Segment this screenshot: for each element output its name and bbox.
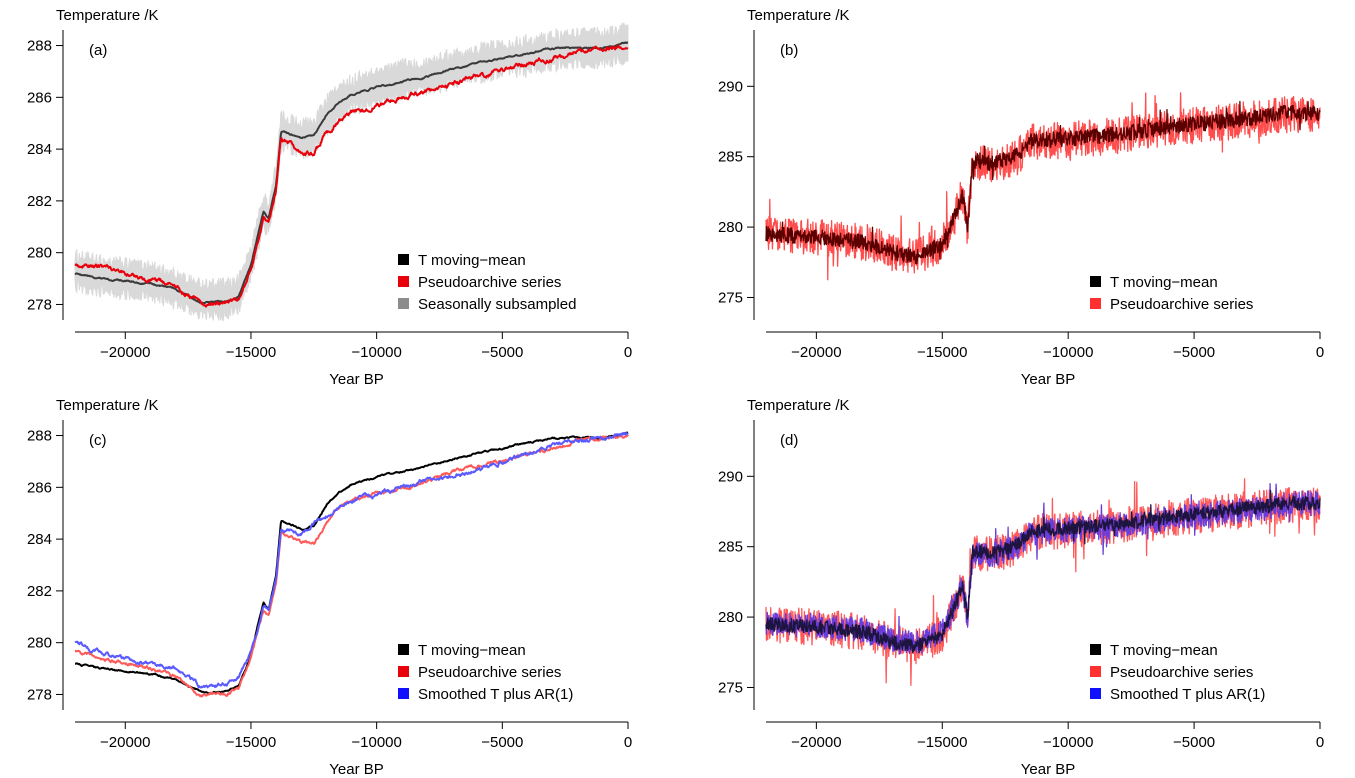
legend-label: T moving−mean <box>1110 642 1218 659</box>
y-tick-label: 288 <box>27 428 52 445</box>
legend-label: Seasonally subsampled <box>418 296 576 313</box>
y-axis-title: Temperature /K <box>56 397 159 414</box>
y-tick-label: 286 <box>27 89 52 106</box>
legend-swatch <box>1090 298 1101 309</box>
legend: T moving−mean Pseudoarchive series Smoothe… <box>1090 642 1265 703</box>
panel-label: (b) <box>780 42 798 59</box>
y-tick-label: 284 <box>27 531 52 548</box>
legend-label: Pseudoarchive series <box>1110 664 1253 681</box>
x-tick-label: 0 <box>624 734 632 751</box>
x-tick-label: −5000 <box>481 344 523 361</box>
y-tick-label: 278 <box>27 686 52 703</box>
series-3 <box>74 431 629 689</box>
series-line <box>74 431 629 689</box>
y-tick-label: 290 <box>718 468 743 485</box>
x-tick-label: 0 <box>624 344 632 361</box>
y-tick-label: 280 <box>718 609 743 626</box>
y-tick-label: 275 <box>718 289 743 306</box>
x-axis-title: Year BP <box>1021 371 1076 388</box>
x-tick-label: −10000 <box>351 734 401 751</box>
x-axis-title: Year BP <box>329 761 384 778</box>
x-tick-label: −20000 <box>100 344 150 361</box>
legend-swatch <box>1090 276 1101 287</box>
series-2 <box>74 41 629 305</box>
series-line <box>765 100 1321 265</box>
legend-swatch <box>398 688 409 699</box>
x-tick-label: −5000 <box>1173 344 1215 361</box>
series-2 <box>74 434 629 698</box>
legend-swatch <box>398 666 409 677</box>
legend-label: Pseudoarchive series <box>418 664 561 681</box>
x-tick-label: −5000 <box>1173 734 1215 751</box>
y-tick-label: 282 <box>27 583 52 600</box>
legend-label: T moving−mean <box>418 252 526 269</box>
x-tick-label: −10000 <box>351 344 401 361</box>
x-tick-label: −15000 <box>226 344 276 361</box>
y-tick-label: 285 <box>718 149 743 166</box>
legend-swatch <box>398 276 409 287</box>
x-axis-title: Year BP <box>1021 761 1076 778</box>
x-tick-label: −15000 <box>917 734 967 751</box>
x-tick-label: −20000 <box>791 734 841 751</box>
series-2 <box>765 100 1321 265</box>
y-tick-label: 282 <box>27 193 52 210</box>
y-tick-label: 280 <box>27 245 52 262</box>
legend-label: Pseudoarchive series <box>1110 296 1253 313</box>
legend-label: T moving−mean <box>418 642 526 659</box>
x-tick-label: −5000 <box>481 734 523 751</box>
x-tick-label: −20000 <box>100 734 150 751</box>
series-line <box>74 434 629 698</box>
y-tick-label: 280 <box>27 635 52 652</box>
legend-swatch <box>398 298 409 309</box>
y-axis-title: Temperature /K <box>747 7 850 24</box>
y-tick-label: 275 <box>718 679 743 696</box>
chart-panel-3: Temperature /K (c) −20000 −15000 −10000 −5000… <box>27 397 632 778</box>
legend-swatch <box>398 254 409 265</box>
y-tick-label: 280 <box>718 219 743 236</box>
legend-label: Smoothed T plus AR(1) <box>418 686 573 703</box>
legend-swatch <box>1090 688 1101 699</box>
series-3 <box>765 489 1321 654</box>
legend-label: T moving−mean <box>1110 274 1218 291</box>
panel-label: (c) <box>89 432 107 449</box>
series-3 <box>74 44 629 308</box>
legend-swatch <box>1090 666 1101 677</box>
x-tick-label: −15000 <box>917 344 967 361</box>
legend-swatch <box>1090 644 1101 655</box>
series-1 <box>74 431 629 695</box>
panel-label: (a) <box>89 42 107 59</box>
series-line <box>74 41 629 305</box>
legend-label: Pseudoarchive series <box>418 274 561 291</box>
y-tick-label: 285 <box>718 539 743 556</box>
x-tick-label: 0 <box>1316 734 1324 751</box>
y-tick-label: 290 <box>718 78 743 95</box>
chart-panel-2: Temperature /K (b) −20000 −15000 −10000 −5000… <box>718 7 1324 388</box>
legend: T moving−mean Pseudoarchive series Seasona… <box>398 252 576 313</box>
legend-swatch <box>398 644 409 655</box>
series-line <box>765 489 1321 654</box>
y-tick-label: 284 <box>27 141 52 158</box>
legend: T moving−mean Pseudoarchive series <box>1090 274 1253 313</box>
series-line <box>74 44 629 308</box>
x-tick-label: −20000 <box>791 344 841 361</box>
x-tick-label: −10000 <box>1043 734 1093 751</box>
y-tick-label: 286 <box>27 479 52 496</box>
x-tick-label: −10000 <box>1043 344 1093 361</box>
y-axis-title: Temperature /K <box>747 397 850 414</box>
y-axis-title: Temperature /K <box>56 7 159 24</box>
series-line <box>74 431 629 695</box>
x-tick-label: 0 <box>1316 344 1324 361</box>
chart-panel-1: Temperature /K (a) −20000 −15000 −10000 −5000… <box>27 7 632 388</box>
legend: T moving−mean Pseudoarchive series Smoothe… <box>398 642 573 703</box>
legend-label: Smoothed T plus AR(1) <box>1110 686 1265 703</box>
x-tick-label: −15000 <box>226 734 276 751</box>
y-tick-label: 288 <box>27 38 52 55</box>
chart-panel-4: Temperature /K (d) −20000 −15000 −10000 −5000… <box>718 397 1324 778</box>
panel-label: (d) <box>780 432 798 449</box>
x-axis-title: Year BP <box>329 371 384 388</box>
y-tick-label: 278 <box>27 296 52 313</box>
